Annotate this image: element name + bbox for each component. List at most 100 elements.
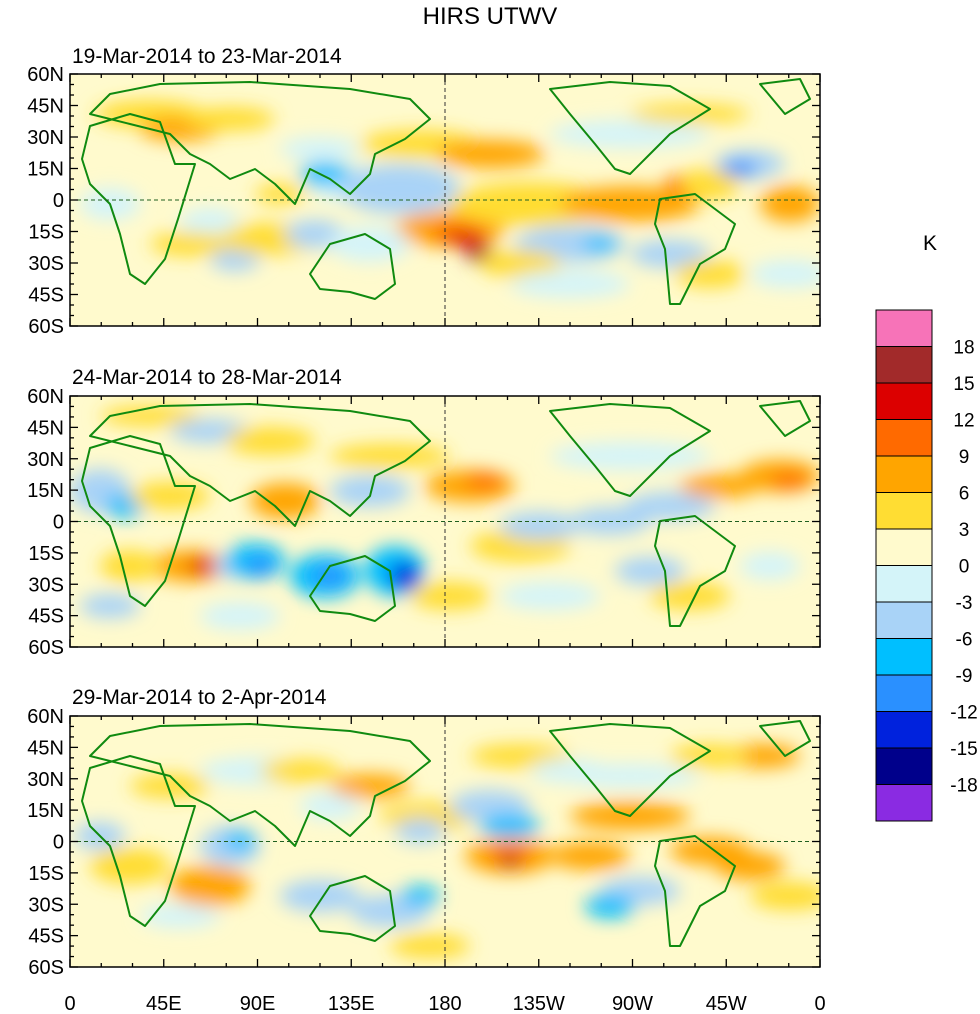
panel-2-land (81, 400, 811, 627)
panel-3-reference-lines (70, 716, 820, 967)
anomaly-patch (100, 550, 160, 582)
anomaly-patch (445, 231, 485, 247)
anomaly-patch (300, 162, 350, 186)
colorbar-box (875, 565, 933, 603)
anomaly-patch (630, 104, 750, 124)
anomaly-patch (615, 557, 685, 585)
anomaly-patch (312, 566, 348, 586)
anomaly-patch (450, 182, 610, 226)
colorbar: K 18 15 12 9 6 3 0 -3 -6 -9 -12 -15 -18 (875, 232, 978, 822)
lon-label: 45E (146, 993, 182, 1014)
panel-subtitle-2: 24-Mar-2014 to 28-Mar-2014 (72, 366, 342, 389)
anomaly-patch (330, 774, 410, 798)
lon-label: 90E (240, 993, 276, 1014)
anomaly-patch (675, 260, 745, 288)
lon-axis-labels: 0 45E 90E 135E 180 135W 90W 45W 0 (64, 993, 825, 1014)
lat-label: 45S (28, 606, 64, 628)
colorbar-box (875, 747, 933, 785)
anomaly-patch (650, 582, 730, 610)
eurasia-outline (89, 403, 431, 527)
anomaly-patch (80, 594, 140, 618)
panel-subtitle-3: 29-Mar-2014 to 2-Apr-2014 (72, 686, 327, 709)
anomaly-patch (340, 164, 460, 214)
colorbar-box (875, 528, 933, 566)
anomaly-patch (260, 759, 340, 783)
colorbar-boxes (875, 309, 933, 822)
greenland-outline (759, 400, 811, 437)
colorbar-label: -15 (950, 739, 977, 760)
lon-label: 90W (612, 993, 653, 1014)
anomaly-patch (330, 475, 410, 507)
anomaly-patch (722, 161, 758, 177)
anomaly-patch (680, 168, 740, 200)
lat-label: 15N (27, 159, 64, 181)
lon-label: 0 (814, 993, 825, 1014)
anomaly-patch (510, 270, 630, 298)
anomaly-patch (185, 107, 275, 131)
anomaly-patch (410, 582, 490, 610)
lat-label: 15N (27, 480, 64, 502)
lat-label: 15S (28, 863, 64, 885)
lat-label: 30N (27, 769, 64, 791)
lat-label: 30N (27, 127, 64, 149)
anomaly-patch (280, 880, 360, 912)
anomaly-patch (130, 774, 210, 798)
lat-label: 0 (53, 832, 64, 854)
colorbar-box (875, 674, 933, 712)
map-panel-1: 19-Mar-2014 to 23-Mar-2014 60N 45N 30N 15N 0… (27, 45, 821, 338)
figure-title: HIRS UTWV (423, 3, 558, 30)
anomaly-patch (500, 855, 520, 867)
colorbar-box (875, 419, 933, 457)
anomaly-patch (187, 558, 223, 574)
colorbar-label: 6 (959, 484, 970, 505)
anomaly-patch (560, 186, 700, 222)
colorbar-label: 0 (959, 557, 970, 578)
colorbar-label: 12 (953, 411, 974, 432)
anomaly-patch (225, 427, 315, 455)
map-panel-2: 24-Mar-2014 to 28-Mar-2014 60N 45N 30N 15N 0… (27, 366, 821, 659)
anomaly-patch (585, 894, 635, 918)
panel-3-land (81, 720, 811, 947)
anomaly-patch (395, 819, 445, 843)
lat-label: 45S (28, 285, 64, 307)
colorbar-box (875, 455, 933, 493)
anomaly-patch (740, 552, 800, 580)
colorbar-box (875, 638, 933, 676)
greenland-outline (759, 720, 811, 757)
colorbar-label: 3 (959, 520, 970, 541)
colorbar-box (875, 784, 933, 822)
anomaly-patch (500, 512, 580, 540)
colorbar-label: -18 (950, 776, 977, 797)
panel-2-ticks (69, 395, 821, 648)
lat-label: 60N (27, 386, 64, 408)
anomaly-patch (180, 208, 240, 240)
panel-1-reference-lines (70, 74, 820, 326)
lat-label: 60N (27, 64, 64, 86)
anomaly-patch (560, 764, 700, 788)
panel-3-lat-labels: 60N 45N 30N 15N 0 15S 30S 45S 60S (27, 706, 64, 979)
lat-label: 30S (28, 894, 64, 916)
north-america-outline (549, 81, 711, 175)
anomaly-patch (250, 483, 320, 519)
map-panel-3: 29-Mar-2014 to 2-Apr-2014 60N 45N 30N 15N 0 1… (27, 686, 821, 979)
lat-label: 0 (53, 190, 64, 212)
lat-label: 60S (28, 957, 64, 979)
lon-label: 45W (706, 993, 747, 1014)
lon-label: 180 (428, 993, 461, 1014)
lat-label: 15N (27, 800, 64, 822)
anomaly-patch (750, 260, 820, 288)
colorbar-box (875, 382, 933, 420)
panel-subtitle-1: 19-Mar-2014 to 23-Mar-2014 (72, 45, 342, 68)
anomaly-patch (630, 240, 710, 268)
colorbar-label: 9 (959, 447, 970, 468)
colorbar-label: -3 (956, 593, 973, 614)
anomaly-patch (750, 882, 820, 910)
anomaly-patch (390, 562, 420, 590)
anomaly-patch (150, 232, 230, 256)
africa-outline (81, 755, 196, 927)
anomaly-patch (625, 492, 715, 520)
lat-label: 45N (27, 737, 64, 759)
colorbar-labels: 18 15 12 9 6 3 0 -3 -6 -9 -12 -15 -18 (950, 338, 977, 797)
anomaly-patch (760, 186, 820, 222)
